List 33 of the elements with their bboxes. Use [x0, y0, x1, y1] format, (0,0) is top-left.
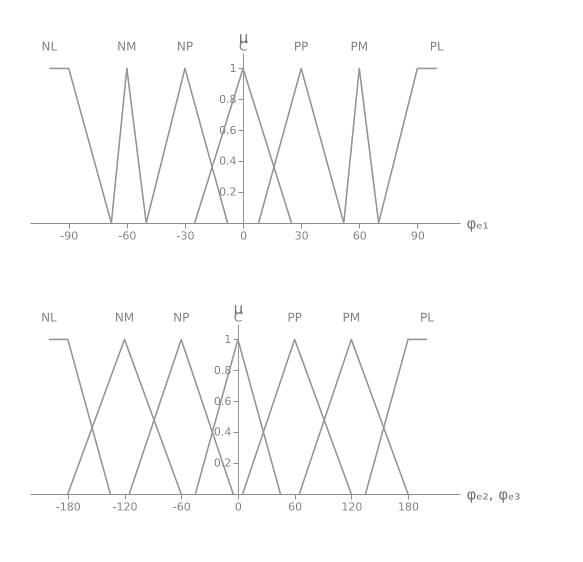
x-tick-label: -120: [112, 500, 138, 514]
series-label: PM: [350, 39, 368, 54]
x-tick-label: 30: [294, 230, 309, 242]
x-tick-label: 60: [352, 230, 367, 242]
y-tick-label: 1: [224, 332, 232, 346]
x-axis-title: φₑ₁: [466, 214, 489, 232]
y-tick-label: 0.2: [219, 186, 237, 199]
x-tick-label: 90: [410, 230, 425, 242]
x-tick-label: 180: [398, 500, 420, 514]
x-tick-label: 0: [234, 500, 242, 514]
y-tick-label: 1: [230, 62, 237, 75]
x-tick-label: -90: [60, 230, 78, 242]
series-label: PP: [294, 39, 308, 54]
x-tick-label: 0: [240, 230, 248, 242]
series-label: PL: [430, 39, 444, 54]
x-tick-label: -60: [172, 500, 191, 514]
y-tick-label: 0.4: [219, 154, 237, 168]
series-label: NL: [42, 39, 58, 54]
series-label: PP: [287, 310, 302, 324]
series-label: PL: [420, 310, 434, 324]
y-tick-label: 0.4: [214, 426, 232, 439]
series-label: NP: [176, 39, 194, 54]
x-tick-label: 120: [341, 500, 362, 514]
x-tick-label: -60: [118, 230, 136, 242]
series-label: NM: [117, 39, 137, 54]
series-label: PM: [342, 310, 360, 324]
series-label: NM: [114, 310, 134, 324]
series-label: NP: [173, 310, 190, 324]
x-tick-label: 60: [288, 500, 302, 514]
x-tick-label: -180: [56, 500, 81, 514]
x-axis-title: φₑ₂, φₑ₃: [466, 486, 520, 504]
series-label: NL: [41, 310, 58, 324]
x-tick-label: -30: [176, 230, 194, 242]
